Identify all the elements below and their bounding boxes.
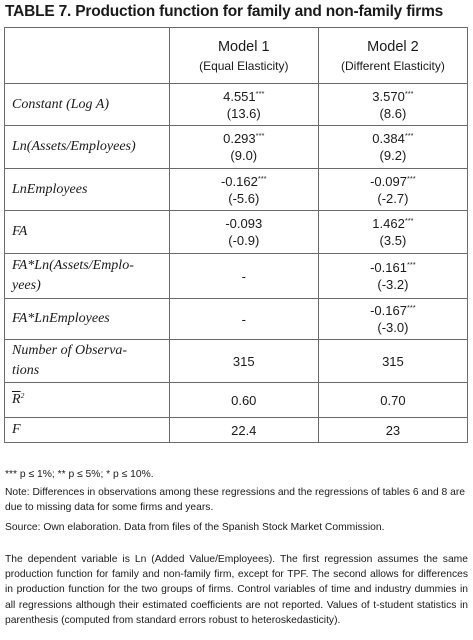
header-row: Model 1 (Equal Elasticity) Model 2 (Diff… (4, 27, 469, 84)
significance-stars: *** (255, 131, 265, 140)
row-label: R2 (4, 382, 170, 418)
model2-title: Model 2 (367, 38, 419, 55)
coefficient: 1.462 (372, 216, 405, 231)
model2-cell: -0.161*** (-3.2) (317, 253, 469, 299)
table-source: Source: Own elaboration. Data from files… (5, 522, 385, 533)
t-statistic: (-2.7) (377, 190, 409, 206)
row-label: Constant (Log A) (4, 83, 170, 126)
table-title: TABLE 7. Production function for family … (5, 3, 443, 21)
coefficient: -0.167 (370, 303, 407, 318)
header-empty-cell (4, 27, 170, 84)
row-label: LnEmployees (4, 168, 170, 211)
table-caption: Production function for family and non-f… (75, 3, 444, 20)
significance-stars: *** (404, 216, 414, 225)
coefficient: -0.093 (225, 216, 263, 231)
coefficient: 0.293 (223, 131, 256, 146)
coefficient: 0.384 (372, 131, 405, 146)
model1-title: Model 1 (217, 38, 270, 55)
row-label: Number of Observa- tions (4, 339, 170, 383)
table-row: FA -0.093 (-0.9) 1.462*** (3.5) (4, 210, 469, 254)
row-label: F (4, 417, 170, 443)
r-squared-exponent: 2 (20, 391, 25, 400)
coefficient: -0.162 (220, 173, 258, 189)
model2-cell: 1.462*** (3.5) (317, 210, 469, 254)
model2-cell: -0.167*** (-3.0) (317, 298, 469, 340)
t-statistic: (13.6) (226, 105, 261, 121)
table-row: Constant (Log A) 4.551*** (13.6) 3.570**… (4, 83, 469, 126)
coefficient: 4.551 (223, 88, 256, 104)
significance-stars: *** (406, 260, 416, 269)
model1-cell: 22.4 (168, 417, 319, 443)
model2-cell: 0.70 (317, 382, 469, 418)
row-label-line1: FA*Ln(Assets/Emplo- (12, 258, 134, 273)
model2-header: Model 2 (Different Elasticity) (317, 27, 469, 84)
model2-cell: 315 (317, 339, 469, 383)
coefficient: - (241, 268, 246, 284)
row-label-line1: Number of Observa- (12, 343, 128, 358)
significance-stars: *** (406, 173, 416, 183)
model1-cell: -0.093 (-0.9) (168, 210, 319, 254)
coefficient: -0.097 (370, 173, 407, 189)
t-statistic: (9.2) (379, 148, 407, 163)
model1-cell: 0.60 (168, 382, 319, 418)
significance-stars: *** (404, 131, 414, 140)
coefficient: -0.161 (370, 260, 407, 275)
r-squared-symbol: R (12, 392, 21, 407)
row-label: FA (4, 210, 170, 254)
t-statistic: (-3.2) (377, 277, 409, 292)
coefficient: 3.570 (372, 88, 405, 104)
t-statistic: (-5.6) (228, 190, 260, 206)
row-label-line2: tions (12, 363, 40, 378)
t-statistic: (-0.9) (228, 233, 260, 248)
table-row: Ln(Assets/Employees) 0.293*** (9.0) 0.38… (4, 125, 469, 169)
model1-cell: 315 (168, 339, 319, 383)
significance-note: *** p ≤ 1%; ** p ≤ 5%; * p ≤ 10%. (5, 469, 154, 480)
row-label: Ln(Assets/Employees) (4, 125, 170, 169)
model2-subtitle: (Different Elasticity) (341, 58, 445, 73)
t-statistic: (3.5) (379, 233, 407, 248)
row-label-line2: yees) (12, 278, 41, 293)
model2-cell: 23 (317, 417, 469, 443)
significance-stars: *** (255, 88, 265, 98)
t-statistic: (8.6) (379, 105, 407, 121)
row-label: FA*Ln(Assets/Emplo- yees) (4, 253, 170, 299)
regression-table: Model 1 (Equal Elasticity) Model 2 (Diff… (4, 27, 469, 443)
table-row: LnEmployees -0.162*** (-5.6) -0.097*** (… (4, 168, 469, 211)
model1-cell: - (168, 298, 319, 340)
table-row: R2 0.60 0.70 (4, 382, 469, 418)
model1-subtitle: (Equal Elasticity) (199, 58, 289, 73)
table-row: F 22.4 23 (4, 417, 469, 443)
coefficient: - (241, 311, 246, 327)
table-note: Note: Differences in observations among … (5, 487, 466, 513)
table-number: TABLE 7. (5, 3, 72, 20)
significance-stars: *** (257, 173, 267, 183)
model2-cell: 3.570*** (8.6) (317, 83, 469, 126)
model1-cell: - (168, 253, 319, 299)
model1-header: Model 1 (Equal Elasticity) (168, 27, 319, 84)
row-label: FA*LnEmployees (4, 298, 170, 340)
model2-cell: -0.097*** (-2.7) (317, 168, 469, 211)
table-row: FA*Ln(Assets/Emplo- yees) - -0.161*** (-… (4, 253, 469, 299)
t-statistic: (-3.0) (377, 320, 409, 335)
table-row: Number of Observa- tions 315 315 (4, 339, 469, 383)
model1-cell: 0.293*** (9.0) (168, 125, 319, 169)
significance-stars: *** (406, 303, 416, 312)
model1-cell: 4.551*** (13.6) (168, 83, 319, 126)
table-row: FA*LnEmployees - -0.167*** (-3.0) (4, 298, 469, 340)
model2-cell: 0.384*** (9.2) (317, 125, 469, 169)
t-statistic: (9.0) (230, 148, 258, 163)
body-paragraph: The dependent variable is Ln (Added Valu… (5, 554, 468, 626)
significance-stars: *** (404, 88, 414, 98)
model1-cell: -0.162*** (-5.6) (168, 168, 319, 211)
